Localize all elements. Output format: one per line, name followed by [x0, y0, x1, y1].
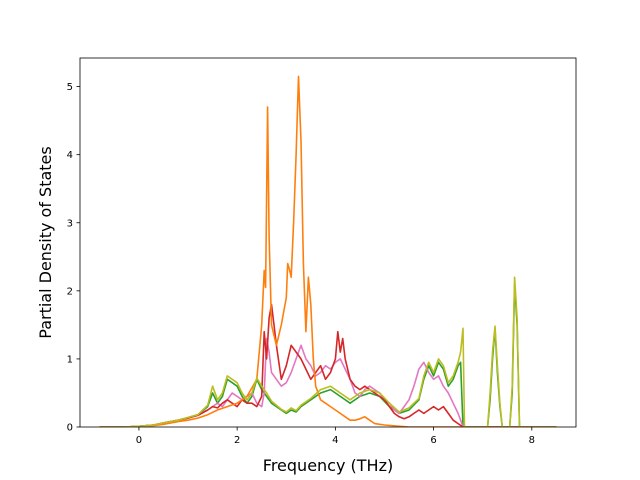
y-tick-label: 2	[67, 286, 73, 297]
y-tick-label: 4	[67, 150, 73, 161]
series-line-4	[99, 75, 557, 427]
x-tick-label: 6	[430, 435, 436, 446]
x-axis-label: Frequency (THz)	[263, 456, 393, 475]
y-tick-label: 0	[67, 423, 73, 434]
series-line-3	[99, 303, 557, 427]
series-line-5	[99, 276, 557, 427]
y-tick-label: 1	[67, 354, 73, 365]
x-tick-label: 0	[136, 435, 142, 446]
x-tick-label: 4	[332, 435, 338, 446]
x-axis-ticks: 0 2 4 6 8	[136, 427, 535, 446]
y-axis-label: Partial Density of States	[36, 146, 55, 338]
plot-frame	[79, 57, 577, 428]
plot-lines	[99, 75, 557, 427]
x-tick-label: 8	[529, 435, 535, 446]
x-tick-label: 2	[234, 435, 240, 446]
y-tick-label: 3	[67, 218, 73, 229]
y-tick-label: 5	[67, 82, 73, 93]
y-axis-ticks: 0 1 2 3 4 5	[67, 82, 80, 434]
